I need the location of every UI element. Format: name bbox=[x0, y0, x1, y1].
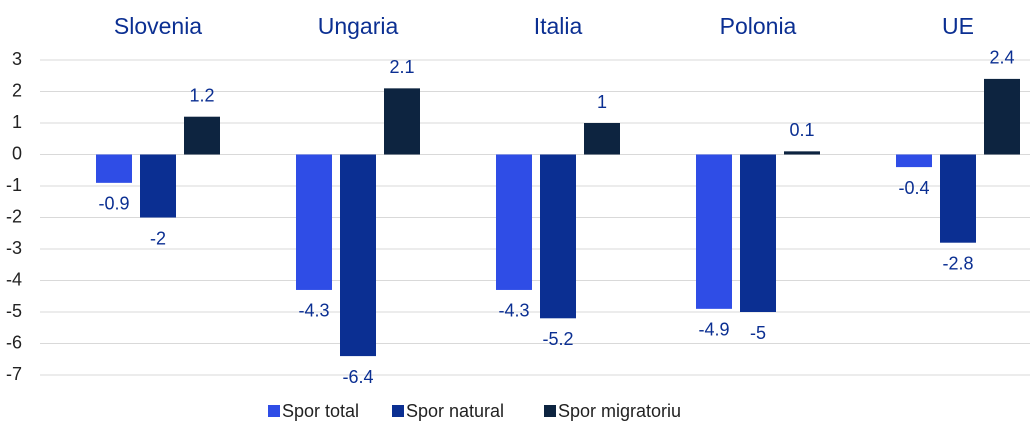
bar bbox=[740, 154, 776, 312]
value-label: -6.4 bbox=[342, 367, 373, 387]
legend-label: Spor migratoriu bbox=[558, 401, 681, 421]
y-tick-label: -3 bbox=[6, 238, 22, 258]
category-label: UE bbox=[942, 13, 974, 39]
value-label: -0.4 bbox=[898, 178, 929, 198]
y-tick-label: -6 bbox=[6, 332, 22, 352]
legend-swatch bbox=[392, 405, 404, 417]
y-tick-label: -2 bbox=[6, 206, 22, 226]
category-label: Ungaria bbox=[318, 13, 399, 39]
value-label: 1 bbox=[597, 92, 607, 112]
bar bbox=[384, 88, 420, 155]
category-label: Slovenia bbox=[114, 13, 202, 39]
bar bbox=[584, 123, 620, 155]
bar bbox=[340, 154, 376, 357]
value-label: 2.1 bbox=[389, 57, 414, 77]
y-tick-label: -4 bbox=[6, 269, 22, 289]
value-label: -0.9 bbox=[98, 194, 129, 214]
y-tick-label: -5 bbox=[6, 301, 22, 321]
bar bbox=[496, 154, 532, 290]
category-label: Italia bbox=[534, 13, 583, 39]
y-tick-label: -7 bbox=[6, 364, 22, 384]
value-label: 2.4 bbox=[989, 48, 1014, 68]
bar bbox=[696, 154, 732, 309]
y-tick-label: -1 bbox=[6, 175, 22, 195]
legend-label: Spor natural bbox=[406, 401, 504, 421]
bar bbox=[540, 154, 576, 319]
value-label: -5 bbox=[750, 323, 766, 343]
value-label: -2 bbox=[150, 228, 166, 248]
y-tick-label: 3 bbox=[12, 49, 22, 69]
bar bbox=[296, 154, 332, 290]
legend-label: Spor total bbox=[282, 401, 359, 421]
bar bbox=[784, 151, 820, 155]
value-label: 0.1 bbox=[789, 120, 814, 140]
bar bbox=[184, 116, 220, 155]
value-label: -4.9 bbox=[698, 320, 729, 340]
value-label: -4.3 bbox=[498, 301, 529, 321]
y-tick-label: 2 bbox=[12, 80, 22, 100]
y-tick-label: 0 bbox=[12, 143, 22, 163]
value-label: -2.8 bbox=[942, 253, 973, 273]
category-label: Polonia bbox=[720, 13, 797, 39]
bar bbox=[940, 154, 976, 243]
bar bbox=[896, 154, 932, 168]
value-label: -4.3 bbox=[298, 301, 329, 321]
legend-swatch bbox=[268, 405, 280, 417]
bar bbox=[984, 78, 1020, 155]
y-tick-label: 1 bbox=[12, 112, 22, 132]
legend-swatch bbox=[544, 405, 556, 417]
bar bbox=[140, 154, 176, 218]
bar bbox=[96, 154, 132, 183]
value-label: 1.2 bbox=[189, 85, 214, 105]
value-label: -5.2 bbox=[542, 329, 573, 349]
